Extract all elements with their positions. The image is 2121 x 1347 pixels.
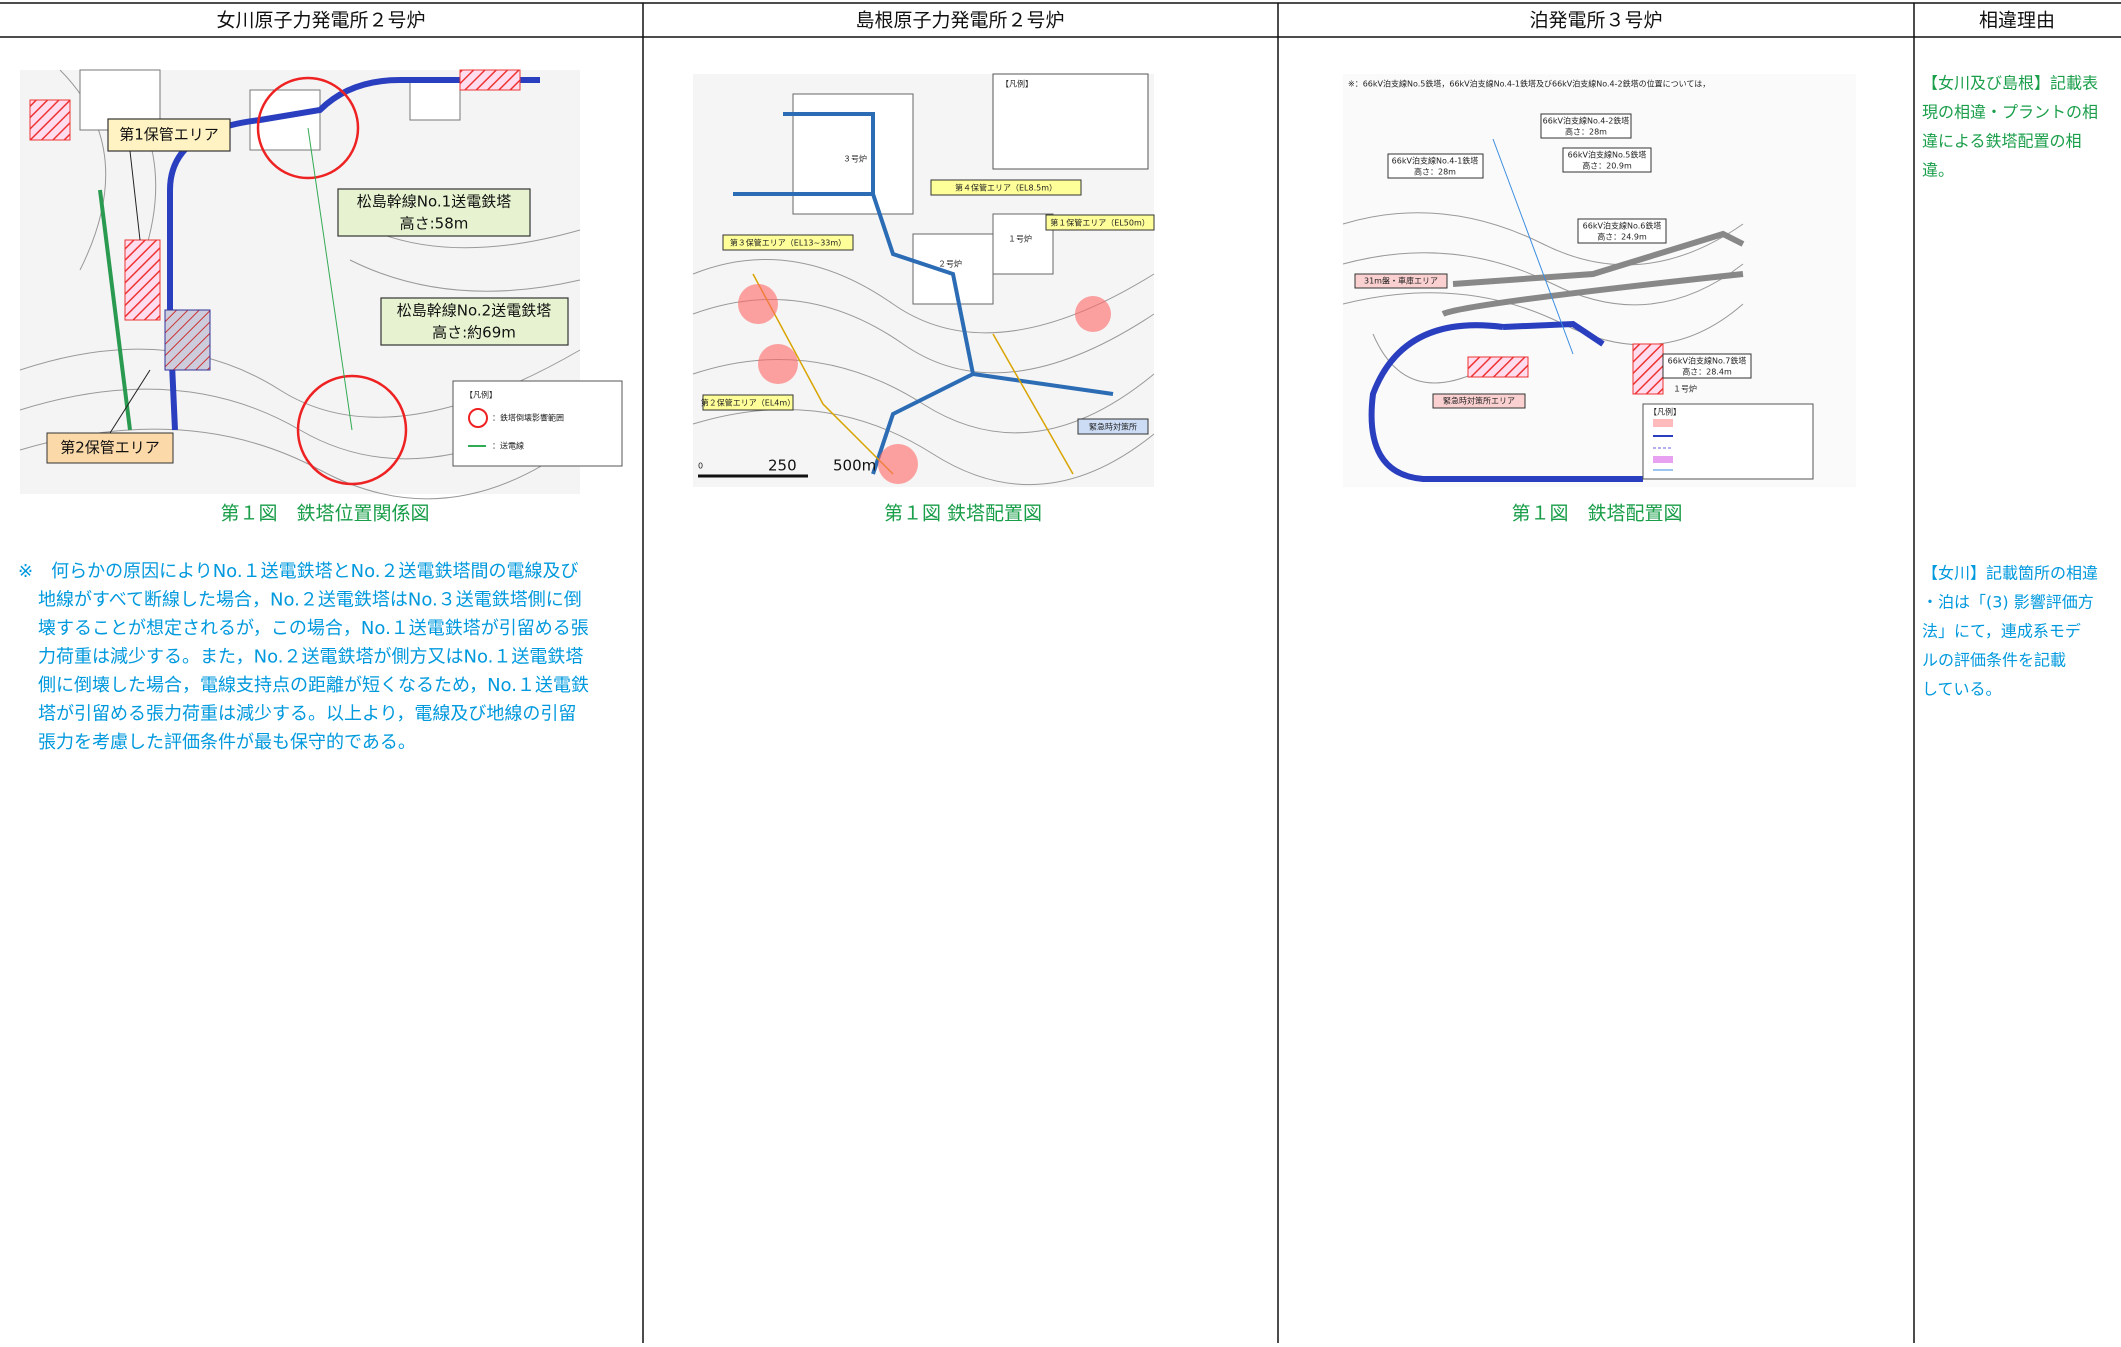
note-line: 力荷重は減少する。また，No.２送電鉄塔が側方又はNo.１送電鉄塔: [38, 647, 583, 668]
tower-location-map: 第1保管エリア 松島幹線No.1送電鉄塔 高さ:58m 松島幹線No.2送電鉄塔…: [19, 69, 623, 500]
figure-caption: 第１図 鉄塔位置関係図: [220, 503, 429, 525]
map-label: 緊急時対策所: [1089, 422, 1137, 432]
map-label: 第３保管エリア（EL13~33m）: [730, 238, 846, 248]
map-label: 高さ：20.9m: [1582, 161, 1632, 171]
map-label: 66kV泊支線No.7鉄塔: [1668, 356, 1747, 366]
legend-title: 【凡例】: [1649, 407, 1681, 417]
reason-line: 現の相違・プラントの相: [1922, 103, 2098, 122]
reason-line: 【女川及び島根】記載表: [1922, 74, 2098, 93]
reason-line: 【女川】記載箇所の相違: [1922, 564, 2098, 583]
reason-line: 違による鉄塔配置の相: [1922, 132, 2082, 151]
map-label: ２号炉: [938, 259, 962, 269]
column-header: 女川原子力発電所２号炉: [216, 10, 425, 32]
legend-label: ：鉄塔倒壊影響範囲: [492, 413, 564, 423]
map-label: 31m盤・車庫エリア: [1364, 276, 1438, 286]
note-line: 側に倒壊した場合，電線支持点の距離が短くなるため，No.１送電鉄: [38, 675, 589, 696]
map-label: 第1保管エリア: [119, 126, 219, 144]
map-label: 高さ：28m: [1414, 167, 1456, 177]
note-line: 地線がすべて断線した場合，No.２送電鉄塔はNo.３送電鉄塔側に倒: [38, 590, 582, 611]
figure-caption: 第１図 鉄塔配置図: [1511, 503, 1682, 525]
reason-line: ルの評価条件を記載: [1922, 651, 2066, 670]
map-label: 第１保管エリア（EL50m）: [1050, 218, 1149, 228]
scale-label: 500m: [833, 457, 876, 475]
map-label: 第2保管エリア: [60, 439, 160, 457]
map-label: １号炉: [1008, 234, 1032, 244]
column-header: 島根原子力発電所２号炉: [855, 10, 1064, 32]
map-label: 第２保管エリア（EL4m）: [701, 398, 795, 408]
column-header: 相違理由: [1979, 10, 2055, 32]
map-label: 高さ：28.4m: [1682, 367, 1732, 377]
scale-label: 0: [698, 462, 703, 471]
map-label: ３号炉: [843, 154, 867, 164]
map-label: 高さ：28m: [1565, 127, 1607, 137]
map-label: １号炉: [1673, 384, 1697, 394]
legend-title: 【凡例】: [465, 390, 497, 400]
map-label: 66kV泊支線No.6鉄塔: [1583, 221, 1662, 231]
note-line: 塔が引留める張力荷重は減少する。以上より，電線及び地線の引留: [38, 704, 576, 725]
map-label: 高さ：24.9m: [1597, 232, 1647, 242]
reason-line: ・泊は「(3) 影響評価方: [1922, 593, 2094, 612]
note-line: ※ 何らかの原因によりNo.１送電鉄塔とNo.２送電鉄塔間の電線及び: [18, 561, 579, 582]
map-label: 松島幹線No.1送電鉄塔: [357, 193, 511, 211]
map-label: 第４保管エリア（EL8.5m）: [955, 183, 1057, 193]
map-label: 66kV泊支線No.5鉄塔: [1568, 150, 1647, 160]
reason-line: している。: [1922, 680, 2002, 699]
reason-line: 法」にて，連成系モデ: [1922, 622, 2081, 641]
map-label: 緊急時対策所エリア: [1443, 396, 1515, 406]
note-line: 壊することが想定されるが，この場合，No.１送電鉄塔が引留める張: [38, 618, 589, 639]
note-line: 張力を考慮した評価条件が最も保守的である。: [38, 732, 416, 753]
tower-layout-map: 【凡例】 ３号炉 ２号炉 １号炉 第４保管エリア（EL8.5m） 第１保管エリア…: [692, 73, 1155, 487]
map-label: 高さ:58m: [400, 215, 469, 233]
reason-line: 違。: [1922, 161, 1954, 180]
figure-caption: 第１図 鉄塔配置図: [884, 503, 1042, 525]
column-header: 泊発電所３号炉: [1529, 10, 1662, 32]
reasons: 【女川及び島根】記載表現の相違・プラントの相違による鉄塔配置の相違。【女川】記載…: [1922, 74, 2098, 699]
legend-title: 【凡例】: [1001, 79, 1033, 89]
tower-layout-map: ※：66kV泊支線No.5鉄塔，66kV泊支線No.4-1鉄塔及び66kV泊支線…: [1342, 74, 1856, 487]
scale-label: 250: [768, 457, 797, 475]
map-label: 66kV泊支線No.4-1鉄塔: [1392, 156, 1479, 166]
legend-label: ：送電線: [492, 441, 524, 451]
note: ※ 何らかの原因によりNo.１送電鉄塔とNo.２送電鉄塔間の電線及び地線がすべて…: [18, 561, 589, 753]
map-label: 松島幹線No.2送電鉄塔: [397, 302, 551, 320]
map-label: 66kV泊支線No.4-2鉄塔: [1543, 116, 1630, 126]
map-label: 高さ:約69m: [432, 324, 516, 342]
map-note: ※：66kV泊支線No.5鉄塔，66kV泊支線No.4-1鉄塔及び66kV泊支線…: [1348, 79, 1710, 89]
